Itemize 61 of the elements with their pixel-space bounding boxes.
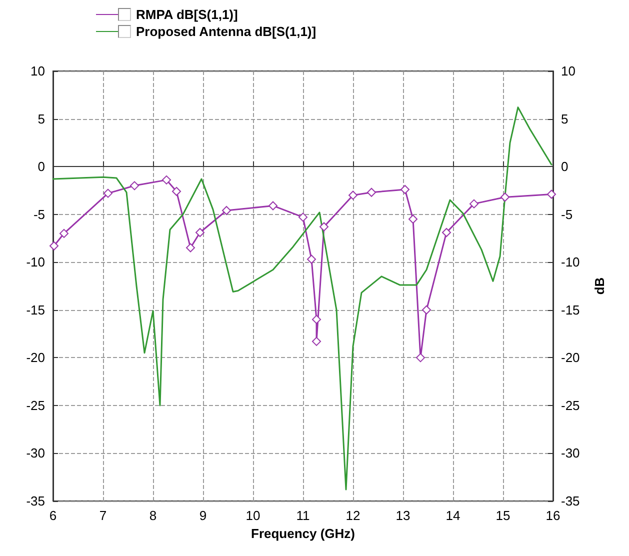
legend-label: Proposed Antenna dB[S(1,1)] [136, 24, 316, 39]
point [348, 190, 358, 200]
x-tick-label: 14 [446, 508, 460, 523]
point [130, 181, 139, 190]
point [500, 192, 510, 202]
x-tick-label: 7 [99, 508, 107, 523]
point [186, 243, 195, 252]
point [422, 305, 431, 314]
point [312, 314, 321, 324]
x-tick-label: 11 [296, 508, 310, 523]
y-tick-label: 0 [38, 159, 45, 174]
point [50, 241, 58, 250]
y2-tick-label: -35 [561, 494, 580, 508]
point [196, 228, 204, 237]
x-tick-label: 16 [546, 508, 560, 523]
y-tick-label: -10 [26, 254, 45, 270]
point [547, 190, 556, 199]
y-tick-label: 5 [38, 111, 45, 126]
point [442, 228, 451, 237]
y2-tick-label: -10 [561, 254, 580, 270]
point [320, 222, 328, 232]
point [268, 201, 278, 210]
y2-tick-label: -15 [561, 302, 580, 318]
y2-tick-label: -25 [561, 398, 580, 413]
point [307, 254, 316, 264]
point [400, 184, 410, 194]
x-axis-title: Frequency (GHz) [250, 526, 356, 541]
point [60, 228, 68, 238]
point [367, 188, 376, 197]
point [162, 175, 171, 184]
y2-axis-title: dB [592, 277, 607, 295]
y2-tick-label: -5 [561, 206, 573, 222]
y-tick-label: -30 [26, 446, 45, 461]
point [470, 199, 478, 208]
y-tick-label: -35 [26, 494, 45, 508]
x-tick-label: 12 [346, 508, 360, 523]
line-series [52, 106, 552, 490]
point [104, 188, 112, 198]
y-tick-label: -15 [26, 302, 45, 318]
y-tick-label: -5 [33, 206, 45, 222]
legend-label: RMPA dB[S(1,1)] [136, 7, 238, 22]
y2-tick-label: 5 [561, 111, 568, 126]
y-tick-label: 10 [30, 64, 45, 78]
x-tick-label: 10 [246, 508, 260, 523]
point [416, 353, 425, 362]
x-tick-label: 8 [149, 508, 157, 523]
point [312, 336, 321, 346]
y-tick-label: -25 [26, 398, 45, 413]
y2-tick-label: -30 [561, 446, 580, 461]
x-tick-label: 13 [396, 508, 410, 523]
y2-tick-label: -20 [561, 350, 580, 366]
x-tick-label: 6 [49, 508, 57, 523]
y-tick-label: -20 [26, 350, 45, 366]
y2-tick-label: 0 [561, 159, 568, 174]
x-tick-label: 15 [496, 508, 510, 523]
y2-tick-label: 10 [561, 64, 576, 78]
point [172, 186, 181, 196]
point [222, 206, 231, 216]
point [408, 214, 418, 224]
x-tick-label: 9 [199, 508, 207, 523]
point [298, 212, 308, 222]
